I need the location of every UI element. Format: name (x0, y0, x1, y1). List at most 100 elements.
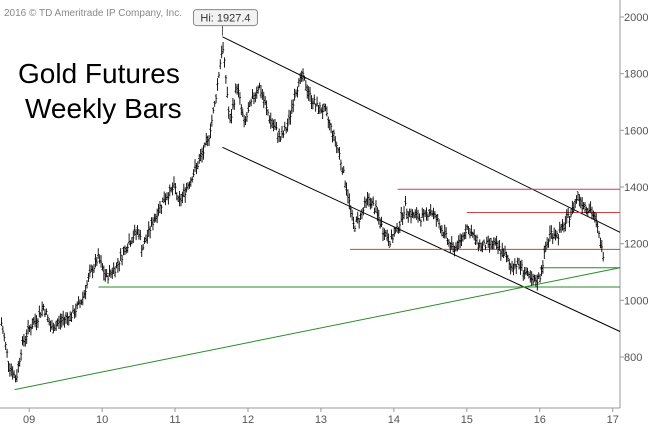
price-bar (174, 182, 177, 195)
price-bar (325, 106, 329, 117)
price-bar (482, 239, 486, 245)
price-bar (76, 301, 79, 310)
price-bar (575, 195, 578, 204)
price-bar (120, 255, 124, 266)
price-bar (77, 296, 80, 305)
price-bar (421, 207, 424, 218)
price-bar (352, 216, 355, 229)
price-bar (200, 147, 204, 163)
price-bar (40, 301, 44, 317)
price-bar (0, 317, 3, 327)
price-bar (196, 161, 200, 170)
price-bar (602, 251, 605, 262)
price-bar (186, 182, 190, 190)
price-bar (220, 45, 223, 59)
price-bar (223, 57, 226, 68)
price-bar (256, 85, 260, 94)
price-bar (29, 324, 33, 336)
price-bar (590, 206, 594, 220)
price-bar (565, 209, 568, 224)
price-bar (276, 132, 279, 143)
price-bar (439, 225, 442, 234)
price-bar (363, 196, 366, 208)
chart-title-line-2: Weekly Bars (25, 93, 182, 124)
price-bar (408, 208, 411, 218)
price-bar (209, 123, 212, 139)
price-bar (249, 98, 253, 107)
price-bar (157, 203, 160, 216)
price-bar (350, 209, 354, 221)
price-bar (322, 103, 326, 112)
price-bar (279, 136, 282, 142)
price-bar (31, 318, 34, 329)
price-bar (334, 136, 337, 147)
price-bar (557, 234, 560, 246)
price-bar (492, 237, 496, 250)
price-bar (515, 263, 518, 275)
price-bar (136, 224, 139, 236)
price-bar (315, 96, 319, 107)
price-bar (140, 244, 143, 257)
price-bar (247, 102, 250, 113)
price-bar (513, 258, 517, 269)
price-bar (150, 217, 153, 227)
price-bar (216, 78, 219, 91)
price-bar (59, 313, 62, 330)
price-bar (308, 86, 312, 102)
price-bar (317, 105, 320, 114)
x-tick-label: 10 (96, 414, 108, 426)
price-bar (501, 242, 504, 258)
price-bar (402, 205, 406, 220)
price-bar (306, 84, 309, 99)
price-bar (527, 271, 531, 279)
price-bar (179, 193, 183, 207)
price-bar (345, 182, 348, 196)
price-bar (53, 324, 56, 331)
price-bar (154, 213, 157, 223)
price-bar (318, 102, 322, 115)
price-bar (356, 211, 359, 224)
price-bar (297, 78, 301, 88)
x-tick-label: 16 (534, 414, 546, 426)
price-bar (234, 83, 237, 94)
price-bar (126, 243, 129, 253)
price-bar (349, 205, 352, 218)
price-bar (509, 263, 512, 275)
price-bar (184, 187, 187, 203)
price-bar (213, 101, 216, 107)
price-bar (36, 318, 40, 329)
price-bar (21, 336, 24, 346)
price-bar (419, 219, 423, 227)
price-bar (202, 145, 205, 160)
price-bar (580, 197, 584, 214)
price-bar (395, 223, 399, 233)
price-bar (66, 312, 69, 326)
price-bar (219, 59, 222, 70)
price-bar (3, 332, 6, 342)
price-bar (538, 273, 542, 283)
price-bar (205, 133, 208, 146)
price-bar (370, 198, 373, 209)
trendlines-layer (14, 36, 621, 391)
price-bar (198, 153, 201, 164)
price-bar (181, 191, 184, 204)
price-bar (132, 230, 135, 244)
price-bar (203, 142, 207, 148)
price-bar (148, 225, 152, 239)
price-bar (478, 239, 481, 249)
price-bar (217, 71, 221, 78)
price-bar (512, 263, 515, 276)
hi-callout-box (192, 9, 258, 27)
price-bar (237, 83, 240, 98)
price-bar (551, 233, 554, 245)
price-bar (508, 258, 511, 271)
price-bar (272, 119, 275, 132)
price-bar (311, 97, 315, 110)
price-bar (255, 86, 258, 99)
price-bar (494, 237, 497, 246)
price-bar (1, 325, 5, 334)
price-bar (479, 242, 483, 252)
price-bar (286, 118, 289, 132)
y-tick-label: 800 (624, 352, 642, 364)
